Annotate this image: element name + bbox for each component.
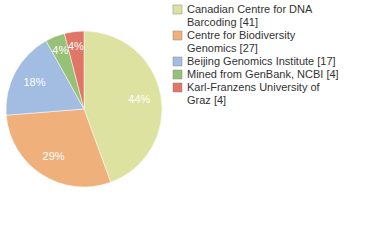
legend-swatch (173, 57, 182, 66)
pie-slice (64, 31, 84, 109)
data-label: 29% (43, 150, 65, 162)
legend-line: Centre for Biodiversity (187, 29, 296, 41)
pie (6, 31, 162, 187)
legend-label: Beijing Genomics Institute [17] (187, 55, 336, 67)
chart: 44% 29% 18% 4%4% Canadian Centre for DNABarc… (0, 0, 380, 240)
legend-swatch (173, 83, 182, 92)
data-label: 44% (128, 93, 150, 105)
data-label: 18% (23, 76, 45, 88)
legend-line: Beijing Genomics Institute [17] (187, 55, 336, 67)
legend-swatch (173, 31, 182, 40)
legend-swatch (173, 70, 182, 79)
data-label: 4% (68, 40, 84, 52)
legend-label: Canadian Centre for DNABarcoding [41] (187, 3, 313, 28)
legend-swatch (173, 5, 182, 14)
legend-line: Barcoding [41] (187, 16, 258, 28)
legend-label: Karl-Franzens University ofGraz [4] (187, 81, 321, 106)
legend: Canadian Centre for DNABarcoding [41]Cen… (173, 3, 339, 106)
data-labels: 44% 29% 18% 4%4% (23, 40, 150, 163)
data-label: 4% (52, 44, 68, 56)
legend-line: Mined from GenBank, NCBI [4] (187, 68, 339, 80)
legend-label: Centre for BiodiversityGenomics [27] (187, 29, 296, 54)
legend-label: Mined from GenBank, NCBI [4] (187, 68, 339, 80)
legend-line: Graz [4] (187, 94, 226, 106)
legend-line: Canadian Centre for DNA (187, 3, 313, 15)
legend-line: Genomics [27] (187, 42, 258, 54)
pie-slice (6, 109, 110, 187)
legend-line: Karl-Franzens University of (187, 81, 321, 93)
